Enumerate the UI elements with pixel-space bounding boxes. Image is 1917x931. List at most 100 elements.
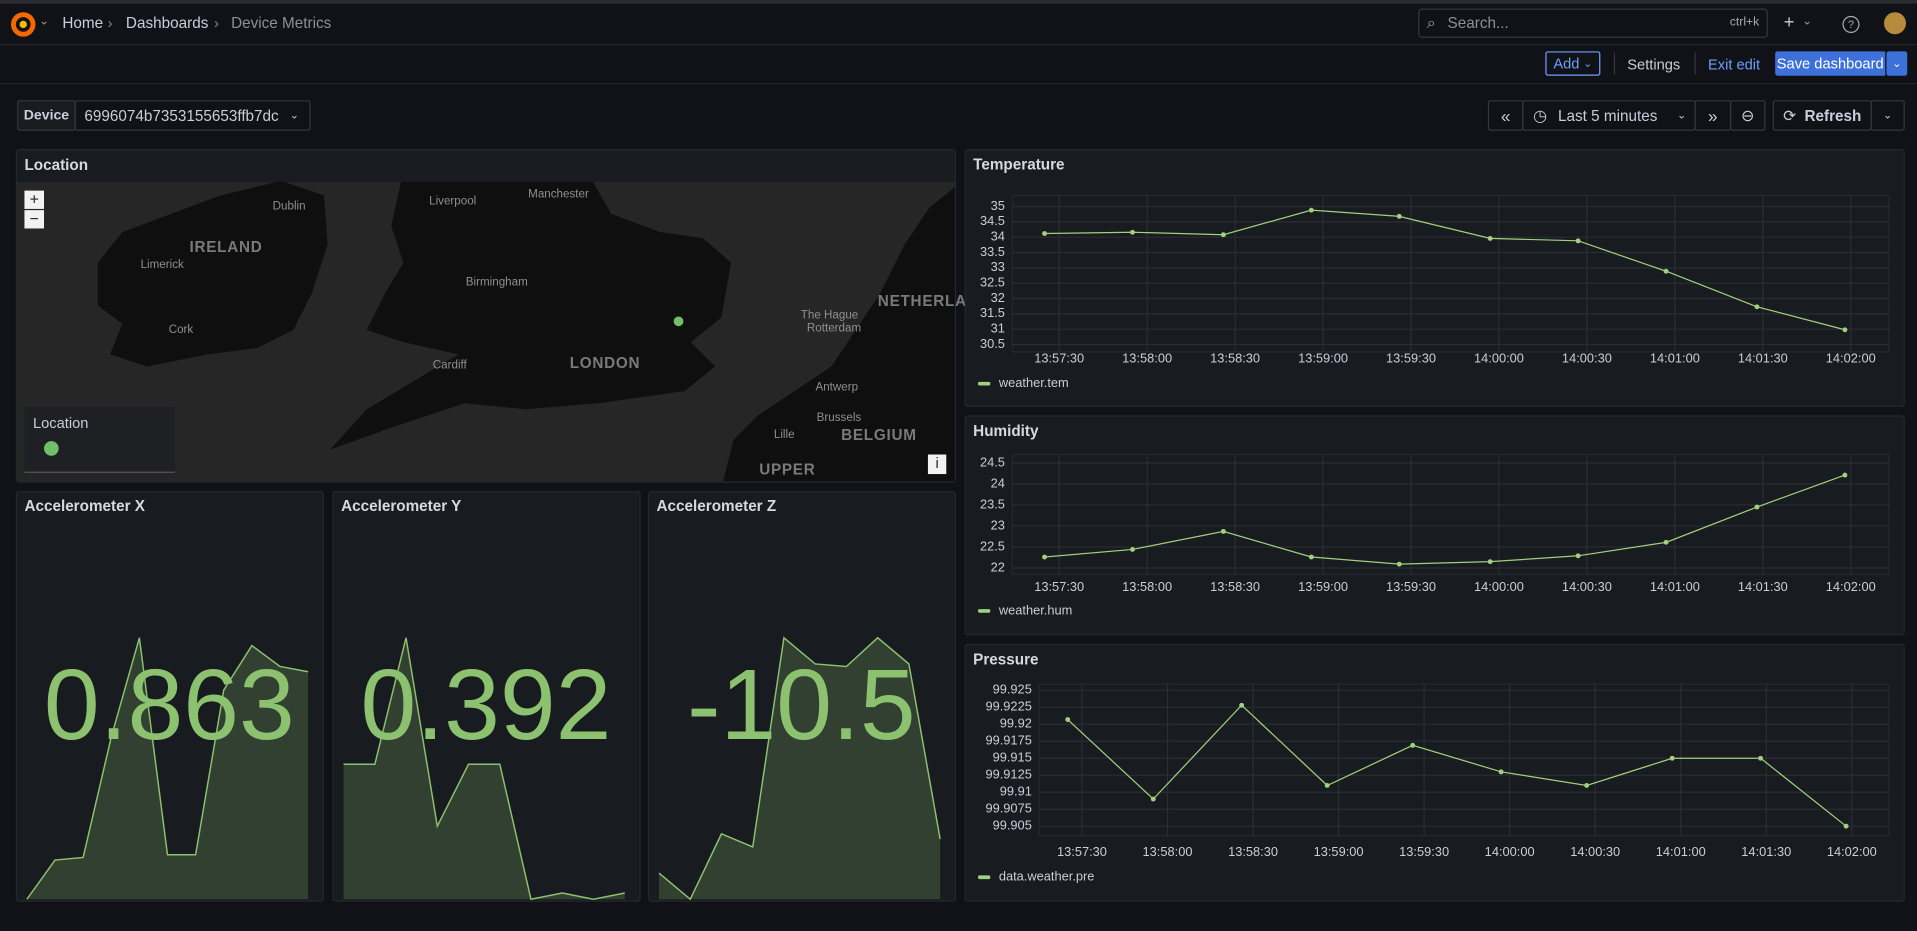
refresh-icon: ⟳	[1783, 106, 1796, 124]
x-tick-label: 14:00:30	[1562, 351, 1612, 366]
location-marker[interactable]	[674, 316, 684, 326]
data-point	[1755, 304, 1760, 309]
grafana-logo[interactable]	[10, 11, 37, 38]
search-shortcut: ctrl+k	[1730, 16, 1760, 29]
y-tick-label: 31.5	[980, 305, 1005, 320]
y-tick-label: 34.5	[980, 213, 1005, 228]
caret: ⌄	[1583, 57, 1592, 70]
breadcrumb[interactable]: Home	[62, 15, 103, 32]
panel-title: Accelerometer Z	[657, 498, 777, 515]
variable-label: Device	[17, 100, 76, 131]
panel-title: Accelerometer Y	[341, 498, 461, 515]
data-point	[1397, 562, 1402, 567]
map-region-label: LONDON	[570, 355, 641, 372]
data-point	[1488, 559, 1493, 564]
y-tick-label: 34	[991, 229, 1005, 244]
y-tick-label: 32	[991, 290, 1005, 305]
legend-swatch[interactable]	[978, 875, 990, 879]
x-tick-label: 13:57:30	[1034, 351, 1084, 366]
map-city-label: Liverpool	[429, 195, 476, 208]
legend-swatch[interactable]	[978, 382, 990, 386]
refresh-button[interactable]: ⟳ Refresh	[1773, 100, 1872, 131]
data-point	[1130, 547, 1135, 552]
settings-button[interactable]: Settings	[1627, 56, 1680, 73]
separator	[1614, 53, 1615, 75]
map-city-label: Manchester	[528, 187, 589, 200]
map-region-label: IRELAND	[189, 239, 262, 256]
x-tick-label: 13:58:30	[1210, 579, 1260, 594]
breadcrumb[interactable]: Dashboards	[126, 15, 208, 32]
legend-label[interactable]: weather.hum	[998, 602, 1072, 617]
breadcrumb-sep: ›	[108, 15, 113, 32]
map-city-label: Brussels	[817, 411, 862, 424]
breadcrumb-current: Device Metrics	[231, 15, 331, 32]
add-button[interactable]: Add ⌄	[1545, 51, 1600, 75]
data-point	[1488, 236, 1493, 241]
x-tick-label: 13:58:00	[1143, 844, 1193, 859]
data-point	[1151, 797, 1156, 802]
data-point	[1584, 783, 1589, 788]
x-tick-label: 14:02:00	[1827, 844, 1877, 859]
data-point	[1664, 269, 1669, 274]
y-tick-label: 23	[991, 517, 1005, 532]
time-range-picker[interactable]: ◷Last 5 minutes⌄	[1522, 100, 1696, 131]
map-info-label[interactable]: i	[935, 456, 938, 472]
x-tick-label: 14:00:00	[1485, 844, 1535, 859]
y-tick-label: 33	[991, 259, 1005, 274]
search-icon: ⌕	[1427, 13, 1436, 33]
zoom-out-label[interactable]: −	[30, 211, 39, 228]
y-tick-label: 99.91	[1000, 784, 1032, 799]
y-tick-label: 99.92	[1000, 716, 1032, 731]
map-city-label: Lille	[774, 428, 795, 441]
refresh-label: Refresh	[1804, 107, 1861, 124]
map-region-label: BELGIUM	[841, 427, 917, 444]
y-tick-label: 23.5	[980, 496, 1005, 511]
y-tick-label: 32.5	[980, 275, 1005, 290]
refresh-caret[interactable]: ⌄	[1871, 100, 1905, 131]
map-city-label: Rotterdam	[807, 322, 861, 335]
legend-swatch[interactable]	[978, 609, 990, 613]
map-legend-title: Location	[33, 416, 88, 432]
map-region-label: UPPER	[759, 461, 815, 478]
new-menu[interactable]: +	[1784, 12, 1795, 33]
legend-label[interactable]: weather.tem	[998, 375, 1069, 390]
data-point	[1410, 743, 1415, 748]
x-tick-label: 14:01:00	[1650, 351, 1700, 366]
x-tick-label: 13:59:00	[1298, 351, 1348, 366]
panel-title: Location	[24, 157, 88, 174]
zoom-in-label[interactable]: +	[30, 192, 39, 209]
stat-value: 0.392	[361, 649, 612, 761]
help-icon[interactable]: ?	[1842, 16, 1859, 33]
legend-label[interactable]: data.weather.pre	[999, 869, 1095, 884]
save-button[interactable]: Save dashboard	[1775, 51, 1885, 75]
y-tick-label: 99.9075	[985, 801, 1031, 816]
data-point	[1664, 540, 1669, 545]
map-city-label: Antwerp	[815, 380, 858, 393]
data-point	[1758, 756, 1763, 761]
time-forward[interactable]: »	[1694, 100, 1731, 131]
zoom-out-time[interactable]: ⊖	[1730, 100, 1765, 131]
caret: ⌄	[1677, 109, 1686, 122]
data-point	[1755, 505, 1760, 510]
search-box[interactable]: ⌕ Search... ctrl+k	[1418, 9, 1768, 38]
x-tick-label: 14:01:30	[1741, 844, 1791, 859]
add-label: Add	[1553, 55, 1579, 72]
map-region-label: NETHERLA	[878, 293, 967, 310]
data-point	[1309, 555, 1314, 560]
breadcrumb-sep: ›	[214, 15, 219, 32]
map-city-label: Cork	[169, 323, 194, 336]
new-caret[interactable]: ⌄	[1802, 15, 1812, 28]
time-back[interactable]: «	[1488, 100, 1523, 131]
save-caret[interactable]: ⌄	[1886, 51, 1907, 75]
variable-select[interactable]: 6996074b7353155653ffb7dc⌄	[75, 100, 311, 131]
exit-edit-button[interactable]: Exit edit	[1708, 56, 1760, 73]
logo-caret[interactable]: ⌄	[39, 15, 49, 28]
separator	[1694, 53, 1695, 75]
y-tick-label: 99.9175	[985, 733, 1031, 748]
map-city-label: The Hague	[801, 308, 858, 321]
avatar[interactable]	[1884, 12, 1906, 34]
panel-title: Humidity	[973, 423, 1039, 440]
x-tick-label: 13:59:30	[1386, 351, 1436, 366]
